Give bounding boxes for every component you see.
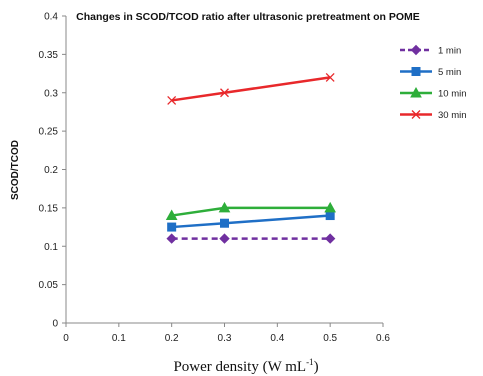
data-point-stroke [167,95,177,105]
x-axis-label-main: Power density (W mL [173,359,306,375]
legend-label: 10 min [438,89,467,100]
legend-item: 30 min [400,110,467,121]
x-axis-label: Power density (W mL-1) [173,357,318,375]
legend-marker [410,44,422,56]
y-tick-label: 0.25 [39,127,59,138]
data-point [325,211,335,221]
x-tick-label: 0 [63,333,69,344]
x-tick-label: 0.5 [323,333,337,344]
data-point [325,72,335,82]
y-tick-label: 0.3 [44,88,58,99]
legend-marker-stroke [411,110,421,119]
legend-label: 1 min [438,46,461,57]
data-point [165,209,178,221]
y-tick-label: 0.05 [39,280,59,291]
legend-marker [410,86,422,98]
data-point-stroke [220,88,229,98]
data-point-stroke [325,72,335,82]
data-point [218,201,231,213]
y-axis-label: SCOD/TCOD [10,140,21,200]
series-2 [165,201,337,221]
y-tick-label: 0.15 [39,203,59,214]
data-point [220,88,229,98]
data-point [219,233,230,244]
legend-marker [411,67,421,76]
data-point [167,222,177,232]
x-tick-label: 0.3 [218,333,232,344]
legend-item: 10 min [400,86,467,100]
legend-label: 30 min [438,110,467,121]
data-point [324,233,336,244]
series-3 [167,72,335,105]
data-point [166,233,177,244]
legend-label: 5 min [438,67,461,78]
y-tick-label: 0.2 [44,165,58,176]
x-tick-label: 0.6 [376,333,390,344]
y-tick-label: 0.35 [39,50,59,61]
plot-area [165,72,337,244]
x-axis-label-superscript: -1 [306,357,314,367]
y-tick-label: 0.4 [44,12,58,23]
legend-marker [411,110,421,119]
legend-item: 1 min [400,44,461,57]
data-point [167,95,177,105]
series-1 [167,211,335,232]
axes: 0 0.05 0.1 0.15 0.2 0.25 0.3 0.35 0.4 0 0.1 0.2 0.3 0… [39,12,391,345]
y-tick-label: 0.1 [44,242,58,253]
series-0 [166,233,336,244]
chart-title: Changes in SCOD/TCOD ratio after ultraso… [76,11,420,23]
x-tick-label: 0.1 [112,333,126,344]
legend: 1 min 5 min 10 min 30 min [400,44,467,121]
x-axis-label-close: ) [314,359,319,375]
data-point [324,201,337,213]
x-tick-label: 0.2 [165,333,179,344]
y-tick-label: 0 [52,319,58,330]
legend-item: 5 min [400,67,461,78]
x-tick-label: 0.4 [270,333,284,344]
data-point [220,218,229,228]
